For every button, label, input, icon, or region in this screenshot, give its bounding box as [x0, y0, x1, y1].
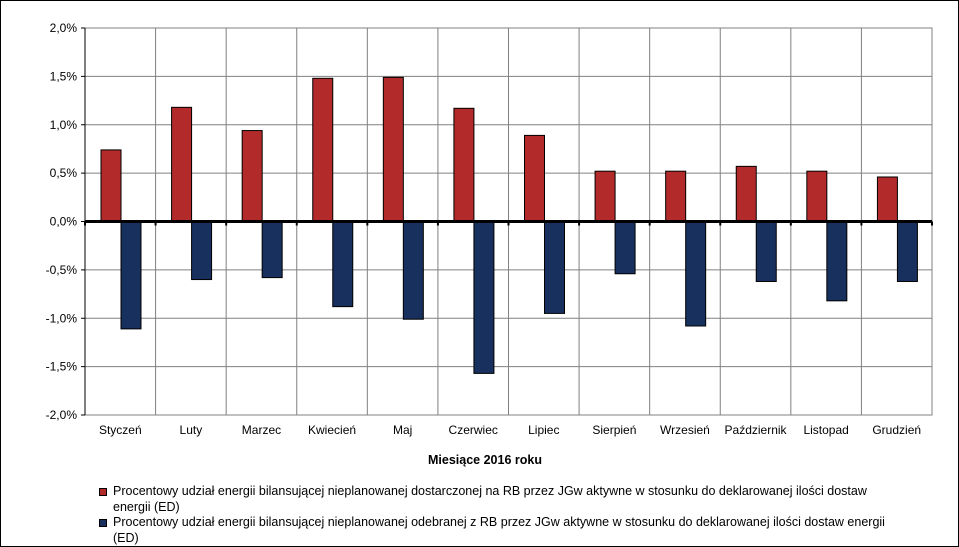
legend-swatch-red — [99, 488, 107, 496]
x-tick-label: Kwiecień — [308, 423, 356, 437]
bar-delivered — [100, 149, 122, 222]
legend-item-received: Procentowy udział energii bilansującej n… — [97, 515, 897, 546]
x-tick-label: Czerwiec — [449, 423, 498, 437]
y-tick-label: 1,0% — [50, 118, 78, 132]
legend-swatch-blue — [99, 519, 107, 527]
bar-delivered — [594, 170, 616, 223]
y-tick-label: 2,0% — [50, 21, 78, 35]
y-tick-label: 0,0% — [50, 215, 78, 229]
legend-label: Procentowy udział energii bilansującej n… — [113, 484, 867, 514]
x-tick-labels: Styczeń Luty Marzec Kwiecień Maj Czerwiec Lipi… — [99, 423, 921, 437]
bar-received — [826, 221, 848, 302]
y-tick-label: -1,0% — [46, 311, 78, 325]
bar-received — [402, 221, 424, 320]
bar-received — [332, 221, 354, 308]
bar-delivered — [735, 165, 757, 222]
bar-received — [755, 221, 777, 282]
bar-received — [191, 221, 213, 281]
x-tick-label: Sierpień — [592, 423, 636, 437]
x-tick-label: Maj — [393, 423, 412, 437]
x-tick-label: Marzec — [242, 423, 281, 437]
bar-received — [896, 221, 918, 282]
bar-chart: 2,0% 1,5% 1,0% 0,5% 0,0% -0,5% -1,0% -1,5% -2,0%… — [46, 21, 933, 467]
bar-delivered — [876, 176, 898, 222]
y-tick-labels: 2,0% 1,5% 1,0% 0,5% 0,0% -0,5% -1,0% -1,5% -2,0% — [46, 21, 78, 422]
y-tick-label: -0,5% — [46, 263, 78, 277]
axes — [81, 27, 933, 416]
x-tick-label: Styczeń — [99, 423, 142, 437]
bar-received — [614, 221, 636, 275]
y-tick-label: 1,5% — [50, 69, 78, 83]
x-tick-label: Grudzień — [872, 423, 921, 437]
bar-delivered — [665, 170, 687, 223]
x-tick-label: Wrzesień — [660, 423, 710, 437]
x-tick-label: Lipiec — [528, 423, 559, 437]
x-tick-label: Listopad — [803, 423, 848, 437]
y-tick-label: -2,0% — [46, 408, 78, 422]
bar-delivered — [453, 107, 475, 222]
legend-label: Procentowy udział energii bilansującej n… — [113, 515, 885, 545]
bar-delivered — [171, 106, 193, 222]
bar-delivered — [382, 76, 404, 222]
bar-delivered — [806, 170, 828, 223]
legend: Procentowy udział energii bilansującej n… — [97, 484, 897, 546]
bar-received — [473, 221, 495, 374]
legend-item-delivered: Procentowy udział energii bilansującej n… — [97, 484, 897, 515]
bar-received — [261, 221, 283, 279]
bar-delivered — [524, 134, 545, 222]
y-tick-label: 0,5% — [50, 166, 78, 180]
x-tick-label: Luty — [180, 423, 203, 437]
bar-received — [120, 221, 142, 330]
x-tick-label: Październik — [725, 423, 788, 437]
bar-delivered — [241, 130, 263, 222]
y-tick-label: -1,5% — [46, 360, 78, 374]
x-axis-label: Miesiące 2016 roku — [428, 453, 542, 467]
bar-delivered — [312, 77, 334, 222]
bar-received — [544, 221, 565, 314]
bar-received — [685, 221, 707, 327]
bars — [100, 76, 918, 374]
